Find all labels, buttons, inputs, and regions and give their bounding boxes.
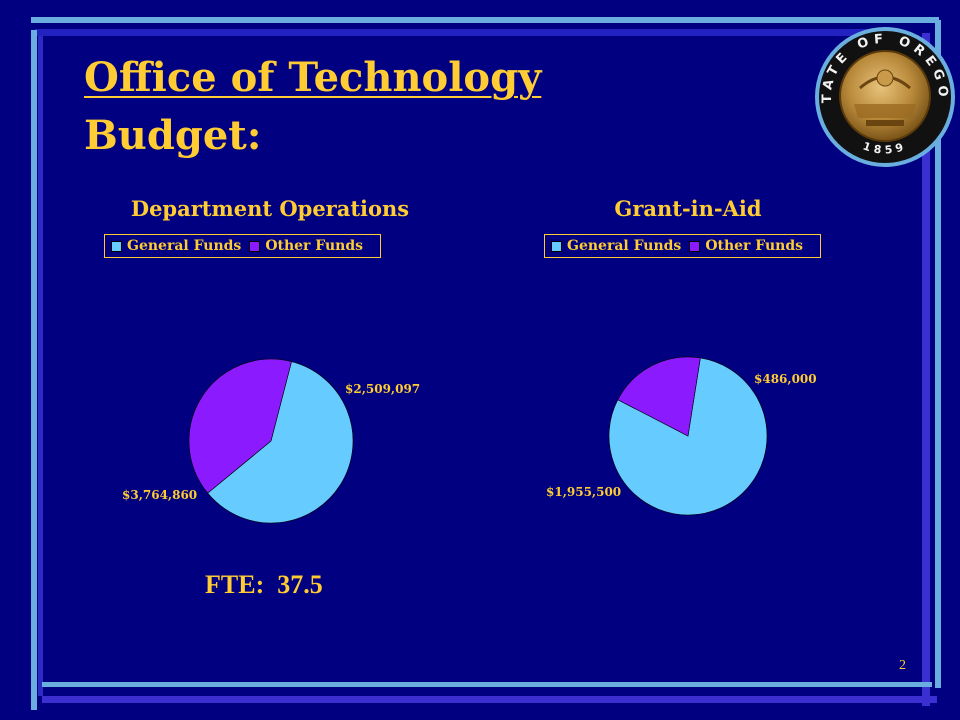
chart-title-department-operations: Department Operations: [130, 196, 410, 221]
legend-item-general-funds: General Funds: [551, 238, 681, 254]
legend-item-other-funds: Other Funds: [689, 238, 803, 254]
legend-item-other-funds: Other Funds: [249, 238, 363, 254]
pie-slice-general-funds: [207, 361, 354, 524]
legend-department-operations: General Funds Other Funds: [104, 234, 381, 258]
slide-title: Office of Technology: [84, 54, 542, 101]
frame-bar-left-light: [31, 30, 37, 710]
slide-subtitle: Budget:: [84, 112, 262, 159]
fte-label: FTE: 37.5: [205, 570, 323, 599]
frame-bar-bottom-dark: [42, 696, 937, 703]
legend-label: General Funds: [567, 238, 682, 254]
legend-swatch-other-funds: [249, 240, 261, 252]
legend-swatch-general-funds: [551, 240, 562, 252]
legend-label: Other Funds: [265, 238, 364, 254]
legend-label: General Funds: [127, 238, 242, 254]
pie-data-label: $3,764,860: [122, 488, 197, 502]
legend-grant-in-aid: General Funds Other Funds: [544, 234, 821, 258]
state-of-oregon-seal-logo: STATE OF OREGON 1859: [814, 26, 955, 167]
frame-bar-right-light: [935, 20, 941, 688]
pie-data-label: $1,955,500: [546, 485, 621, 499]
pie-slice-general-funds: [608, 357, 768, 516]
legend-swatch-other-funds: [689, 240, 701, 252]
frame-bar-top-light: [31, 17, 939, 23]
legend-swatch-general-funds: [111, 240, 122, 252]
pie-data-label: $2,509,097: [345, 382, 420, 396]
seal-year-text: 1859: [861, 139, 905, 156]
page-number: 2: [899, 658, 906, 673]
frame-bar-bottom-light: [42, 682, 932, 687]
chart-title-grant-in-aid: Grant-in-Aid: [614, 196, 762, 221]
legend-item-general-funds: General Funds: [111, 238, 241, 254]
svg-text:1859: 1859: [861, 139, 909, 156]
frame-bar-top-dark: [35, 29, 893, 36]
pie-slice-other-funds: [188, 358, 292, 494]
frame-bar-right-dark: [922, 33, 930, 706]
pie-slice-other-funds: [617, 356, 701, 437]
frame-bar-left-dark: [38, 36, 43, 696]
legend-label: Other Funds: [705, 238, 804, 254]
pie-data-label: $486,000: [754, 372, 817, 386]
